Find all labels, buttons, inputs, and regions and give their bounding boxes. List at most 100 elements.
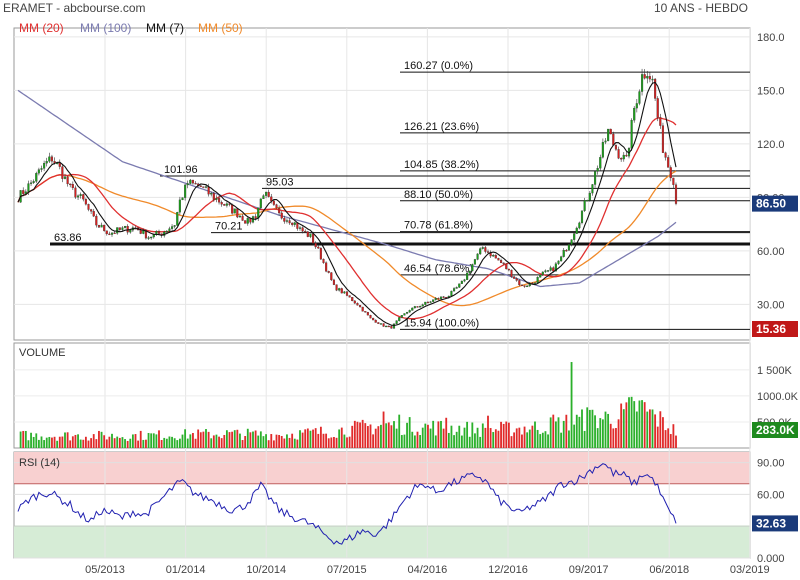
last-rsi-badge bbox=[752, 515, 798, 532]
volume-bar bbox=[116, 436, 119, 448]
volume-bar bbox=[291, 433, 294, 448]
volume-bar bbox=[526, 432, 529, 448]
volume-bar bbox=[463, 427, 466, 448]
price-candle bbox=[505, 263, 508, 270]
volume-bar bbox=[453, 435, 455, 448]
price-candle bbox=[285, 220, 289, 222]
volume-bar bbox=[77, 434, 79, 448]
price-candle bbox=[405, 311, 409, 314]
rsi-tick-label: 60.00 bbox=[757, 489, 785, 501]
price-candle bbox=[254, 216, 257, 219]
price-candle bbox=[309, 233, 312, 237]
price-candle bbox=[570, 239, 573, 245]
price-candle bbox=[567, 244, 571, 251]
volume-bar bbox=[547, 434, 549, 448]
volume-bar bbox=[92, 434, 95, 448]
volume-bar bbox=[531, 425, 534, 448]
x-tick-label: 01/2014 bbox=[166, 564, 206, 576]
volume-bar bbox=[557, 417, 560, 448]
volume-bar bbox=[231, 431, 234, 448]
volume-bar bbox=[43, 440, 46, 448]
volume-bar bbox=[22, 430, 25, 448]
price-candle bbox=[513, 276, 516, 279]
price-candle bbox=[202, 186, 205, 188]
price-candle bbox=[173, 225, 176, 227]
volume-bar bbox=[468, 436, 471, 448]
price-candle bbox=[288, 220, 291, 224]
volume-bar bbox=[581, 409, 583, 448]
price-candle bbox=[311, 233, 315, 244]
volume-bar bbox=[244, 436, 247, 448]
price-candle bbox=[588, 192, 591, 201]
volume-bar bbox=[565, 414, 568, 448]
price-candle bbox=[113, 232, 116, 235]
price-candle bbox=[108, 233, 111, 236]
volume-bar bbox=[301, 432, 304, 448]
volume-bar bbox=[528, 429, 531, 448]
price-level-label: 63.86 bbox=[54, 232, 82, 244]
volume-bar bbox=[338, 429, 341, 448]
volume-bar bbox=[210, 438, 213, 448]
price-candle bbox=[419, 306, 422, 308]
volume-bar bbox=[497, 430, 500, 448]
volume-bar bbox=[270, 434, 273, 448]
volume-bar bbox=[163, 437, 166, 448]
volume-bar bbox=[98, 430, 100, 448]
price-candle bbox=[66, 176, 69, 185]
price-candle bbox=[669, 167, 672, 179]
price-candle bbox=[523, 285, 526, 287]
volume-bar bbox=[181, 434, 184, 448]
price-candle bbox=[74, 187, 77, 198]
volume-bar bbox=[126, 440, 129, 448]
price-candle bbox=[325, 262, 328, 272]
volume-tick-label: 1 500K bbox=[757, 365, 793, 377]
volume-bar bbox=[343, 434, 346, 448]
last-price-badge bbox=[752, 195, 798, 212]
price-candle bbox=[502, 262, 505, 265]
price-candle bbox=[348, 295, 351, 298]
volume-bar bbox=[160, 440, 163, 448]
volume-bar bbox=[178, 438, 181, 448]
price-candle bbox=[241, 215, 244, 221]
volume-bar bbox=[346, 437, 348, 448]
volume-bar bbox=[675, 435, 677, 448]
price-candle bbox=[411, 307, 414, 311]
price-candle bbox=[661, 125, 665, 153]
price-candle bbox=[640, 74, 644, 92]
volume-bar bbox=[142, 439, 145, 448]
volume-bar bbox=[625, 402, 628, 448]
price-candle bbox=[103, 224, 106, 231]
volume-bar bbox=[594, 415, 596, 448]
rsi-title: RSI (14) bbox=[19, 457, 60, 469]
price-panel bbox=[13, 27, 751, 341]
volume-bar bbox=[612, 428, 615, 448]
price-candle bbox=[575, 227, 578, 234]
price-candle bbox=[591, 184, 594, 194]
price-candle bbox=[489, 251, 492, 257]
price-candle bbox=[170, 226, 174, 229]
volume-bar bbox=[474, 433, 476, 448]
price-candle bbox=[50, 156, 54, 162]
price-candle bbox=[515, 278, 518, 281]
price-candle bbox=[332, 279, 336, 285]
volume-bar bbox=[615, 428, 617, 448]
volume-bar bbox=[502, 423, 505, 448]
price-candle bbox=[291, 222, 294, 225]
volume-bar bbox=[630, 396, 633, 448]
volume-bar bbox=[79, 439, 82, 448]
price-candle bbox=[398, 317, 401, 321]
price-candle bbox=[667, 157, 670, 168]
volume-bar bbox=[372, 434, 375, 448]
price-candle bbox=[45, 161, 48, 164]
volume-bar bbox=[330, 437, 333, 448]
volume-bar bbox=[570, 362, 573, 448]
volume-bar bbox=[312, 429, 314, 448]
price-level-label: 15.94 (100.0%) bbox=[404, 317, 479, 329]
volume-title: VOLUME bbox=[19, 347, 65, 359]
volume-bar bbox=[267, 440, 270, 448]
volume-bar bbox=[134, 434, 137, 448]
volume-bar bbox=[429, 428, 432, 448]
price-candle bbox=[105, 230, 108, 235]
volume-bar bbox=[643, 402, 646, 448]
